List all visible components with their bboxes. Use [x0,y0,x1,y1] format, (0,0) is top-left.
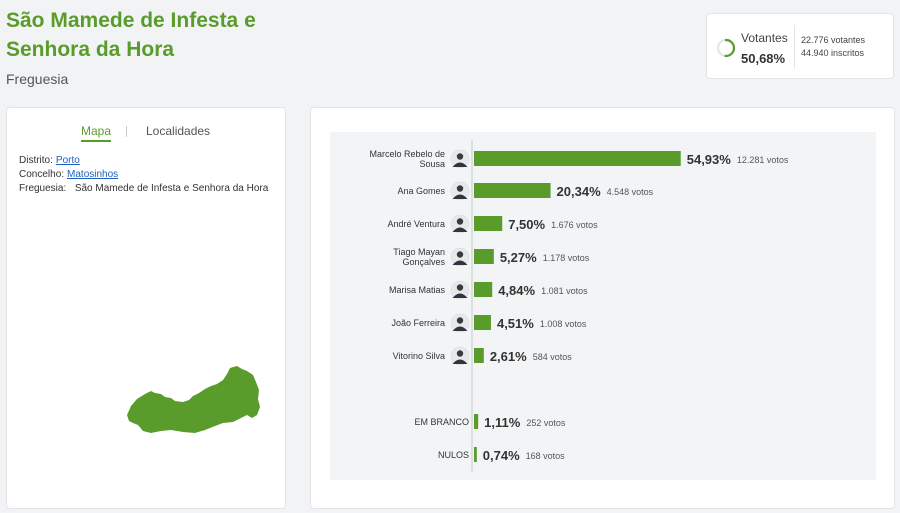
council-label: Concelho: [19,169,65,180]
panel-tabs: Mapa Localidades [7,124,285,146]
turnout-progress-icon [716,38,736,58]
parish-row: Freguesia: São Mamede de Infesta e Senho… [19,182,268,196]
candidate-photo-head-tiago-mayan-goncalves [456,251,464,258]
tab-divider [126,126,127,137]
bar-andre-ventura [474,216,503,231]
results-panel: Marcelo Rebelo de Sousa 54,93% 12.281 votos… [310,107,895,509]
parish-name: São Mamede de Infesta e Senhora da Hora [74,183,269,194]
candidate-label-tiago-mayan-goncalves: Tiago Mayan Gonçalves [393,247,445,267]
council-row: Concelho: Matosinhos [19,168,268,182]
votes-label-ana-gomes: 4.548 votos [607,187,654,197]
page-title: São Mamede de Infesta e Senhora da Hora [6,9,256,61]
votes-label-marcelo-rebelo-de-sousa: 12.281 votos [737,155,789,165]
turnout-registered: 44.940 inscritos [801,48,865,58]
candidate-label-andre-ventura: André Ventura [387,219,445,229]
votes-label-joao-ferreira: 1.008 votos [540,319,587,329]
votes-label-vitorino-silva: 584 votos [533,352,573,362]
candidate-photo-body-joao-ferreira [452,326,468,331]
percent-label-vitorino-silva: 2,61% [490,349,527,364]
votes-label-marisa-matias: 1.081 votos [541,286,588,296]
map-panel: Mapa Localidades Distrito: Porto Concelho… [6,107,286,509]
candidate-label-ana-gomes: Ana Gomes [397,186,445,196]
turnout-card: Votantes 50,68% 22.776 votantes 44.940 i… [706,13,894,79]
results-chart: Marcelo Rebelo de Sousa 54,93% 12.281 votos… [330,132,876,480]
candidate-label-nulos: NULOS [438,450,469,460]
parish-map-shape[interactable] [125,363,265,438]
candidate-label-marcelo-rebelo-de-sousa: Marcelo Rebelo de Sousa [369,149,445,169]
candidate-photo-head-andre-ventura [456,218,464,225]
bar-ana-gomes [474,183,551,198]
bar-joao-ferreira [474,315,491,330]
candidate-photo-body-marisa-matias [452,293,468,298]
percent-label-joao-ferreira: 4,51% [497,316,534,331]
district-row: Distrito: Porto [19,154,268,168]
votes-label-andre-ventura: 1.676 votos [551,220,598,230]
bar-em-branco [474,414,479,429]
candidate-photo-body-vitorino-silva [452,359,468,364]
bar-nulos [474,447,477,462]
district-link[interactable]: Porto [55,155,80,166]
location-info: Distrito: Porto Concelho: Matosinhos Fregu… [19,154,268,196]
percent-label-marcelo-rebelo-de-sousa: 54,93% [687,152,732,167]
bar-tiago-mayan-goncalves [474,249,494,264]
candidate-photo-body-andre-ventura [452,227,468,232]
header: São Mamede de Infesta e Senhora da Hora … [6,6,306,87]
votes-label-em-branco: 252 votos [526,418,566,428]
candidate-photo-head-joao-ferreira [456,317,464,324]
results-chart-svg: Marcelo Rebelo de Sousa 54,93% 12.281 votos… [369,140,789,472]
percent-label-em-branco: 1,11% [484,415,521,430]
candidate-photo-head-vitorino-silva [456,350,464,357]
turnout-percent: 50,68% [741,51,786,66]
candidate-label-em-branco: EM BRANCO [414,417,469,427]
candidate-photo-body-marcelo-rebelo-de-sousa [452,162,468,167]
bar-marcelo-rebelo-de-sousa [474,151,681,166]
votes-label-nulos: 168 votos [526,451,566,461]
candidate-photo-head-marcelo-rebelo-de-sousa [456,153,464,160]
bar-vitorino-silva [474,348,484,363]
page-subtitle: Freguesia [6,71,69,87]
tab-map[interactable]: Mapa [81,124,112,142]
votes-label-tiago-mayan-goncalves: 1.178 votos [543,253,590,263]
turnout-divider [794,25,795,69]
candidate-photo-head-ana-gomes [456,185,464,192]
district-label: Distrito: [19,155,53,166]
tab-localities[interactable]: Localidades [146,124,211,138]
candidate-photo-body-ana-gomes [452,194,468,199]
parish-label: Freguesia: [19,183,67,194]
candidate-photo-head-marisa-matias [456,284,464,291]
candidate-photo-body-tiago-mayan-goncalves [452,260,468,265]
percent-label-andre-ventura: 7,50% [508,217,545,232]
council-link[interactable]: Matosinhos [67,169,119,180]
candidate-label-joao-ferreira: João Ferreira [391,318,445,328]
turnout-label: Votantes [741,31,788,45]
percent-label-marisa-matias: 4,84% [498,283,535,298]
percent-label-ana-gomes: 20,34% [557,184,602,199]
bar-marisa-matias [474,282,493,297]
turnout-voters: 22.776 votantes [801,35,866,45]
percent-label-tiago-mayan-goncalves: 5,27% [500,250,537,265]
percent-label-nulos: 0,74% [483,448,520,463]
candidate-label-marisa-matias: Marisa Matias [389,285,446,295]
candidate-label-vitorino-silva: Vitorino Silva [393,351,445,361]
